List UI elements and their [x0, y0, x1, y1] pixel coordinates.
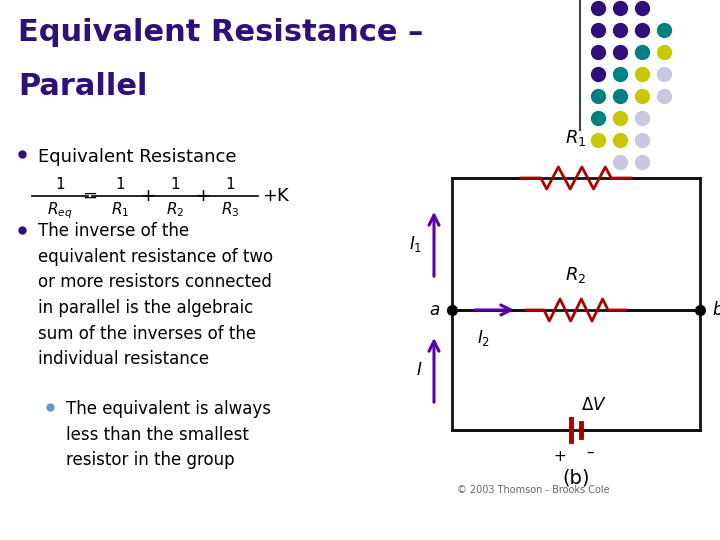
Point [593, 114, 604, 123]
Text: 1: 1 [55, 177, 65, 192]
Text: +: + [195, 187, 210, 205]
Text: 1: 1 [170, 177, 180, 192]
Text: $R_1$: $R_1$ [565, 128, 587, 148]
Text: $R_{eq}$: $R_{eq}$ [48, 200, 73, 221]
Point [636, 158, 648, 166]
Point [658, 92, 670, 100]
Text: $R_1$: $R_1$ [111, 200, 129, 219]
Point [614, 26, 626, 35]
Text: $b$: $b$ [712, 301, 720, 319]
Point [636, 26, 648, 35]
Point [614, 114, 626, 123]
Text: +: + [553, 449, 566, 464]
Point [636, 70, 648, 78]
Text: 1: 1 [225, 177, 235, 192]
Text: $I_1$: $I_1$ [409, 234, 422, 254]
Point [593, 92, 604, 100]
Point [614, 136, 626, 144]
Text: $I$: $I$ [415, 361, 422, 379]
Point [658, 70, 670, 78]
Text: $I_2$: $I_2$ [477, 328, 490, 348]
Text: The inverse of the
equivalent resistance of two
or more resistors connected
in p: The inverse of the equivalent resistance… [38, 222, 273, 368]
Text: (b): (b) [562, 468, 590, 487]
Point [658, 48, 670, 56]
Text: =: = [83, 187, 97, 205]
Point [636, 4, 648, 12]
Text: –: – [586, 445, 593, 460]
Text: Equivalent Resistance: Equivalent Resistance [38, 148, 236, 166]
Text: $R_3$: $R_3$ [221, 200, 239, 219]
Text: 1: 1 [115, 177, 125, 192]
Point [593, 26, 604, 35]
Point [593, 70, 604, 78]
Text: Equivalent Resistance –: Equivalent Resistance – [18, 18, 423, 47]
Text: $\Delta V$: $\Delta V$ [581, 396, 607, 414]
Text: $a$: $a$ [429, 301, 440, 319]
Text: $R_2$: $R_2$ [166, 200, 184, 219]
Text: Parallel: Parallel [18, 72, 148, 101]
Point [614, 70, 626, 78]
Point [614, 48, 626, 56]
Text: © 2003 Thomson - Brooks Cole: © 2003 Thomson - Brooks Cole [457, 485, 610, 495]
Text: $R_2$: $R_2$ [565, 265, 587, 285]
Point [636, 92, 648, 100]
Point [636, 48, 648, 56]
Text: The equivalent is always
less than the smallest
resistor in the group: The equivalent is always less than the s… [66, 400, 271, 469]
Point [614, 4, 626, 12]
Point [636, 136, 648, 144]
Text: +: + [140, 187, 155, 205]
Point [593, 48, 604, 56]
Point [636, 114, 648, 123]
Text: +K: +K [262, 187, 289, 205]
Point [614, 92, 626, 100]
Point [593, 4, 604, 12]
Point [658, 26, 670, 35]
Point [614, 158, 626, 166]
Point [593, 136, 604, 144]
